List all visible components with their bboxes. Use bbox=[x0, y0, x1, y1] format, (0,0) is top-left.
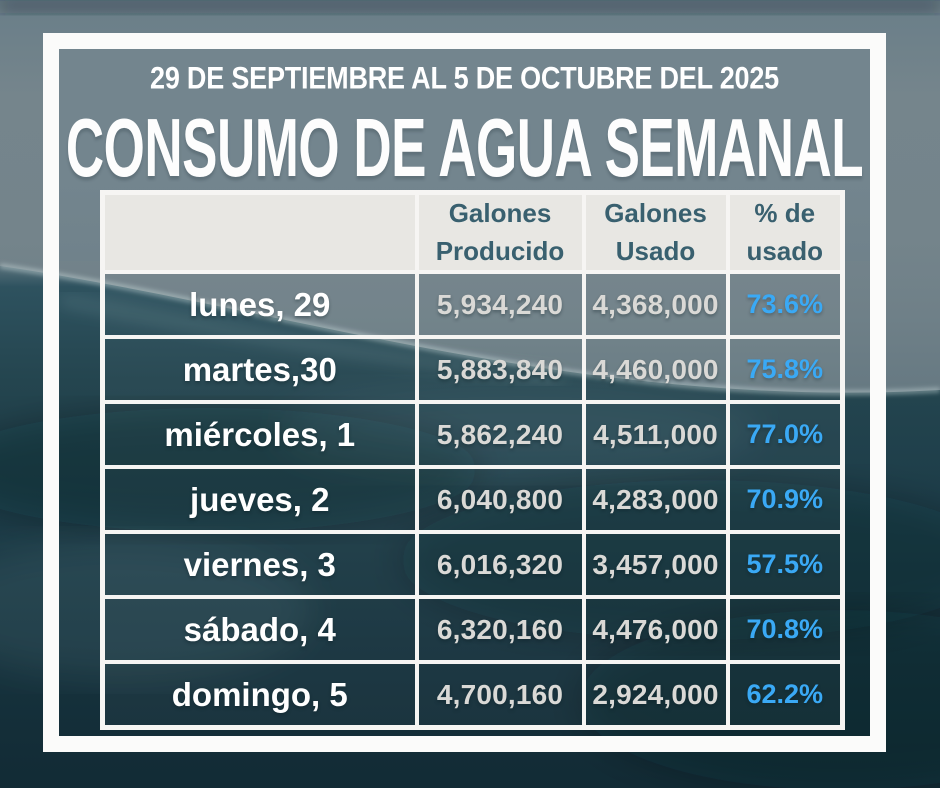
day-cell: miércoles, 1 bbox=[100, 400, 419, 470]
percent-cell: 77.0% bbox=[725, 400, 845, 470]
produced-cell: 5,862,240 bbox=[414, 400, 586, 470]
used-cell: 4,476,000 bbox=[581, 595, 730, 665]
percent-cell: 75.8% bbox=[725, 335, 845, 405]
table-row: sábado, 4 6,320,160 4,476,000 70.8% bbox=[100, 595, 845, 665]
day-cell: martes,30 bbox=[100, 335, 419, 405]
table-header-row: Galones Producido Galones Usado % de usa… bbox=[100, 190, 845, 275]
header-cell-day bbox=[100, 190, 419, 275]
used-cell: 4,283,000 bbox=[581, 465, 730, 535]
produced-cell: 6,040,800 bbox=[414, 465, 586, 535]
table-row: jueves, 2 6,040,800 4,283,000 70.9% bbox=[100, 465, 845, 535]
used-cell: 4,460,000 bbox=[581, 335, 730, 405]
used-cell: 3,457,000 bbox=[581, 530, 730, 600]
header-cell-percent: % de usado bbox=[725, 190, 845, 275]
produced-cell: 5,883,840 bbox=[414, 335, 586, 405]
percent-cell: 62.2% bbox=[725, 660, 845, 730]
percent-cell: 73.6% bbox=[725, 270, 845, 340]
percent-cell: 57.5% bbox=[725, 530, 845, 600]
table-row: domingo, 5 4,700,160 2,924,000 62.2% bbox=[100, 660, 845, 730]
percent-cell: 70.8% bbox=[725, 595, 845, 665]
table-row: viernes, 3 6,016,320 3,457,000 57.5% bbox=[100, 530, 845, 600]
white-border-frame bbox=[43, 33, 886, 752]
table-row: lunes, 29 5,934,240 4,368,000 73.6% bbox=[100, 270, 845, 340]
header-cell-produced: Galones Producido bbox=[414, 190, 586, 275]
day-cell: sábado, 4 bbox=[100, 595, 419, 665]
produced-cell: 6,320,160 bbox=[414, 595, 586, 665]
produced-cell: 5,934,240 bbox=[414, 270, 586, 340]
produced-cell: 6,016,320 bbox=[414, 530, 586, 600]
page-title: CONSUMO DE AGUA SEMANAL bbox=[65, 103, 864, 195]
date-range-banner: 29 DE SEPTIEMBRE AL 5 DE OCTUBRE DEL 202… bbox=[150, 61, 779, 96]
produced-cell: 4,700,160 bbox=[414, 660, 586, 730]
header-cell-used: Galones Usado bbox=[581, 190, 730, 275]
used-cell: 2,924,000 bbox=[581, 660, 730, 730]
day-cell: domingo, 5 bbox=[100, 660, 419, 730]
used-cell: 4,511,000 bbox=[581, 400, 730, 470]
used-cell: 4,368,000 bbox=[581, 270, 730, 340]
day-cell: lunes, 29 bbox=[100, 270, 419, 340]
table-row: miércoles, 1 5,862,240 4,511,000 77.0% bbox=[100, 400, 845, 470]
water-consumption-table: Galones Producido Galones Usado % de usa… bbox=[100, 190, 845, 730]
day-cell: viernes, 3 bbox=[100, 530, 419, 600]
day-cell: jueves, 2 bbox=[100, 465, 419, 535]
percent-cell: 70.9% bbox=[725, 465, 845, 535]
table-row: martes,30 5,883,840 4,460,000 75.8% bbox=[100, 335, 845, 405]
